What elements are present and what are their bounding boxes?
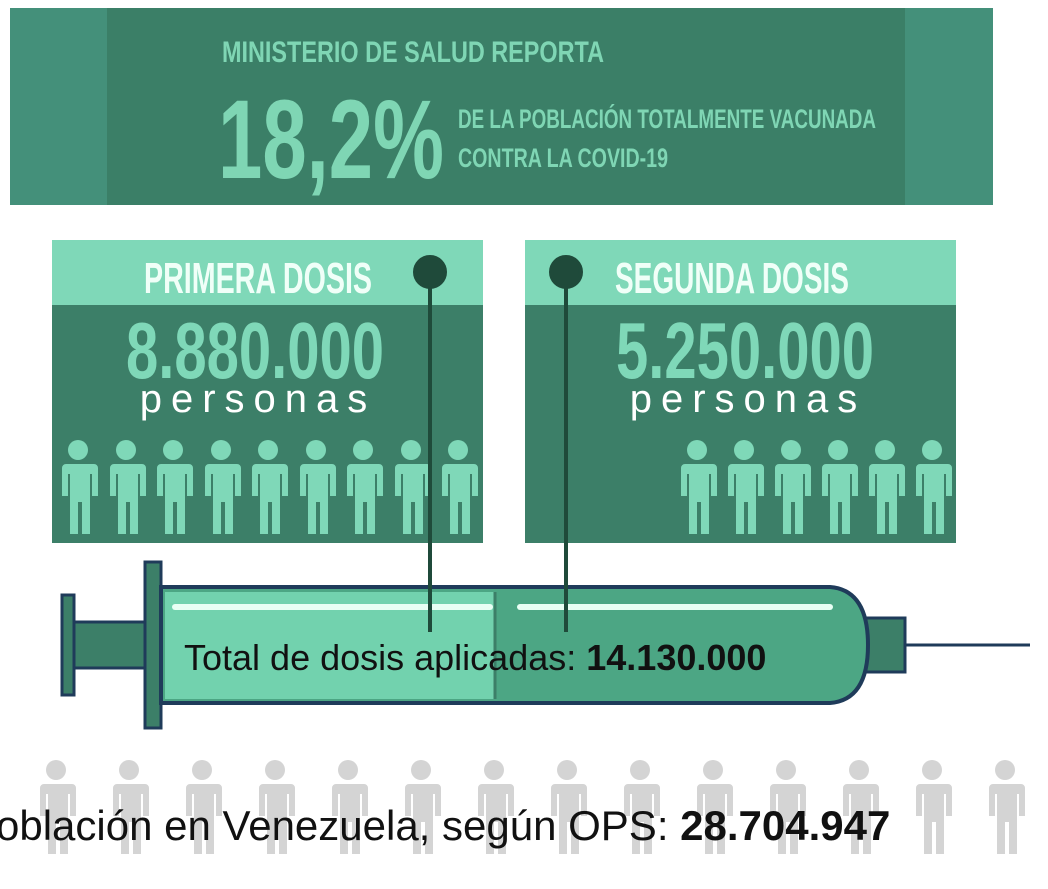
header-percent: 18,2% — [218, 77, 444, 202]
header-line2: CONTRA LA COVID-19 — [458, 143, 668, 173]
infographic: MINISTERIO DE SALUD REPORTA 18,2% DE LA … — [0, 0, 1048, 889]
syringe-total: 14.130.000 — [586, 637, 766, 678]
card-title: SEGUNDA DOSIS — [615, 254, 849, 303]
header-kicker: MINISTERIO DE SALUD REPORTA — [222, 36, 604, 69]
footer-label: oblación en Venezuela, según OPS: 28.704… — [0, 802, 890, 849]
footer-label-text: oblación en Venezuela, según OPS: — [0, 802, 669, 849]
header-line1: DE LA POBLACIÓN TOTALMENTE VACUNADA — [458, 103, 876, 134]
card-unit: personas — [630, 377, 867, 421]
syringe-label: Total de dosis aplicadas: 14.130.000 — [184, 637, 766, 678]
syringe-label-text: Total de dosis aplicadas: — [184, 637, 576, 678]
card-title: PRIMERA DOSIS — [144, 254, 372, 303]
card-unit: personas — [140, 377, 377, 421]
footer-total: 28.704.947 — [680, 802, 890, 849]
